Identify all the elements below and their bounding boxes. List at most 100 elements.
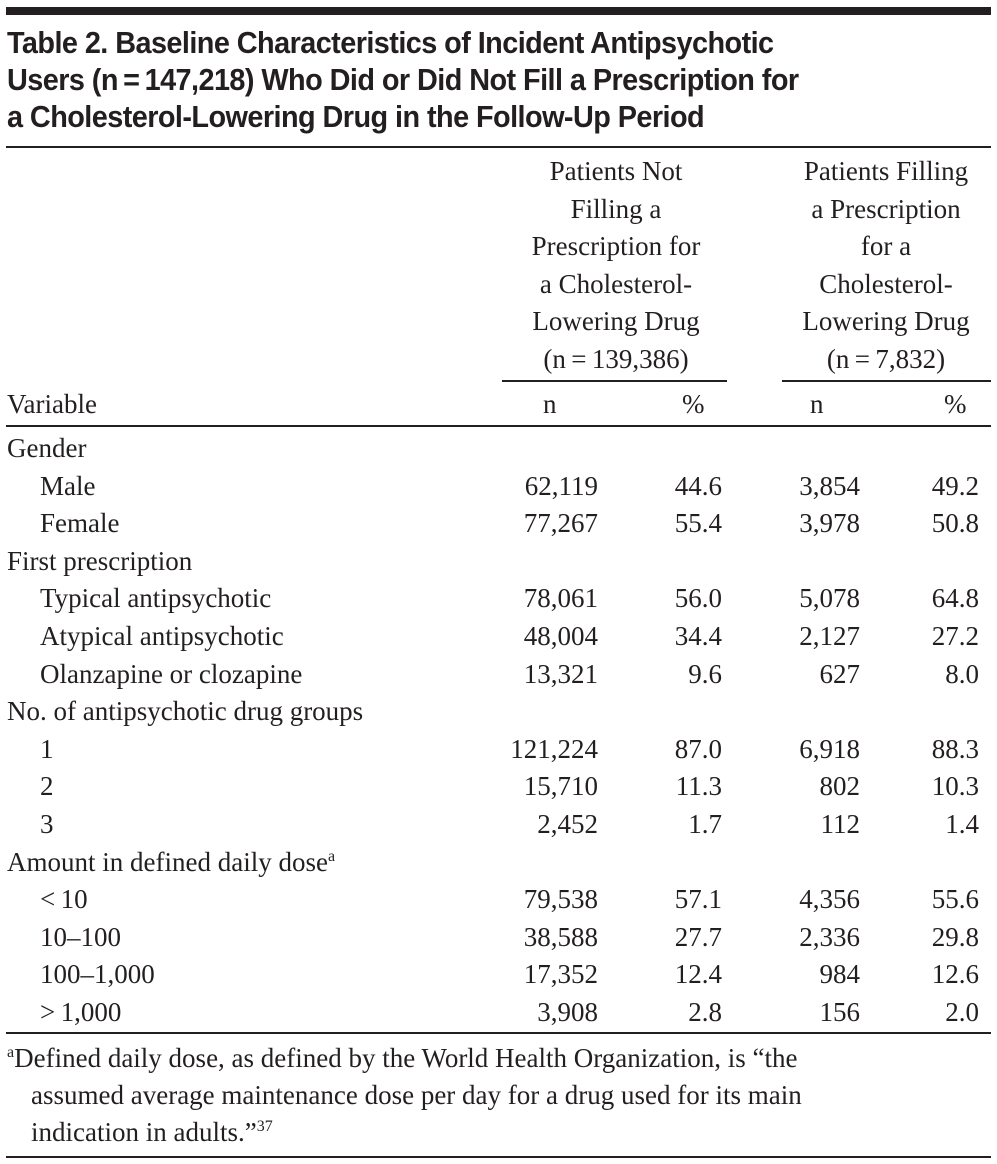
- table-row: Female 77,267 55.4 3,978 50.8: [0, 505, 997, 543]
- label-text: 2: [40, 771, 54, 802]
- title-line-1: Table 2. Baseline Characteristics of Inc…: [7, 25, 774, 60]
- cell-n-filling: 2,127: [799, 621, 860, 651]
- label-text: 1: [40, 733, 54, 764]
- label-text: No. of antipsychotic drug groups: [7, 696, 364, 727]
- cell-pct-not-filling: 1.7: [688, 809, 722, 839]
- footnote-reference: 37: [256, 1118, 273, 1135]
- spanner-rule-not-filling: [502, 380, 727, 382]
- cell-pct-not-filling: 2.8: [688, 997, 722, 1027]
- label-text: Amount in defined daily dose: [7, 846, 328, 877]
- header-line: Prescription for: [531, 231, 701, 261]
- label-text: First prescription: [7, 545, 193, 576]
- cell-n-not-filling: 17,352: [523, 959, 598, 990]
- cell-pct-filling: 29.8: [931, 921, 979, 952]
- header-line: a Cholesterol-: [539, 268, 693, 299]
- top-rule: [6, 7, 991, 15]
- row-label: 3: [40, 806, 54, 844]
- cell-n-filling: 156: [819, 997, 861, 1027]
- header-line: for a: [860, 231, 912, 261]
- table-group-row: Amount in defined daily dosea: [0, 844, 997, 882]
- label-text: Olanzapine or clozapine: [40, 658, 303, 689]
- cell-n-not-filling: 79,538: [523, 884, 598, 915]
- label-text: > 1,000: [40, 997, 122, 1027]
- subheader-n-filling: n: [810, 389, 824, 419]
- label-text: 100–1,000: [40, 959, 155, 990]
- cell-n-not-filling: 3,908: [537, 997, 598, 1027]
- table-row: Typical antipsychotic 78,061 56.0 5,078 64.8: [0, 580, 997, 618]
- row-label: Atypical antipsychotic: [40, 618, 284, 656]
- table-group-row: No. of antipsychotic drug groups: [0, 693, 997, 731]
- group-label: No. of antipsychotic drug groups: [7, 693, 363, 731]
- cell-n-filling: 112: [820, 809, 861, 839]
- variable-header: Variable: [7, 389, 97, 419]
- cell-pct-filling: 55.6: [931, 884, 979, 915]
- footnote-line-3: indication in adults.”: [31, 1117, 257, 1147]
- table-title: Table 2. Baseline Characteristics of Inc…: [7, 24, 923, 135]
- cell-pct-filling: 2.0: [945, 997, 979, 1027]
- cell-n-not-filling: 121,224: [510, 733, 598, 764]
- cell-n-filling: 984: [819, 959, 861, 990]
- subheader-n-not-filling: n: [543, 389, 557, 419]
- row-label: 1: [40, 731, 54, 769]
- cell-n-not-filling: 15,710: [523, 771, 598, 802]
- table-row: Atypical antipsychotic 48,004 34.4 2,127 27.…: [0, 618, 997, 656]
- table-row: 100–1,000 17,352 12.4 984 12.6: [0, 956, 997, 994]
- header-line: Lowering Drug: [802, 306, 970, 336]
- header-line: Patients Not: [549, 156, 683, 186]
- group-label: Amount in defined daily dosea: [7, 844, 335, 882]
- group-label: First prescription: [7, 543, 192, 581]
- footnote-marker: a: [327, 847, 336, 865]
- row-label: 100–1,000: [40, 956, 155, 994]
- table-group-row: First prescription: [0, 543, 997, 581]
- cell-pct-filling: 88.3: [931, 733, 979, 764]
- label-text: 3: [40, 809, 54, 839]
- cell-pct-filling: 49.2: [931, 470, 979, 501]
- group-label: Gender: [7, 430, 86, 468]
- cell-pct-not-filling: 56.0: [674, 583, 722, 614]
- column-group-header-filling: Patients Filling a Prescription for a Ch…: [778, 153, 994, 378]
- label-text: Male: [40, 470, 96, 501]
- cell-n-not-filling: 77,267: [523, 508, 598, 539]
- cell-pct-not-filling: 57.1: [674, 884, 722, 915]
- footnote-line-1: Defined daily dose, as defined by the Wo…: [14, 1043, 798, 1073]
- cell-pct-not-filling: 44.6: [674, 470, 722, 501]
- cell-pct-not-filling: 87.0: [674, 733, 722, 764]
- cell-pct-filling: 8.0: [945, 658, 979, 689]
- row-label: > 1,000: [40, 994, 121, 1032]
- cell-pct-filling: 12.6: [931, 959, 979, 990]
- label-text: 10–100: [40, 921, 121, 952]
- table-row: 1 121,224 87.0 6,918 88.3: [0, 731, 997, 769]
- cell-n-filling: 2,336: [799, 921, 860, 952]
- row-label: Female: [40, 505, 119, 543]
- table-bottom-rule: [6, 1032, 991, 1034]
- cell-pct-filling: 27.2: [931, 621, 979, 651]
- row-label: Typical antipsychotic: [40, 580, 271, 618]
- label-text: Female: [40, 508, 120, 539]
- cell-pct-not-filling: 55.4: [674, 508, 722, 539]
- header-line: a Prescription: [811, 193, 961, 224]
- cell-pct-not-filling: 27.7: [674, 921, 722, 952]
- cell-n-filling: 3,978: [799, 508, 860, 539]
- table-row: 10–100 38,588 27.7 2,336 29.8: [0, 919, 997, 957]
- footnote: aDefined daily dose, as defined by the W…: [7, 1040, 987, 1151]
- table-group-row: Gender: [0, 430, 997, 468]
- cell-pct-not-filling: 9.6: [688, 658, 722, 689]
- footnote-bottom-rule: [6, 1156, 991, 1158]
- table-row: Olanzapine or clozapine 13,321 9.6 627 8.0: [0, 656, 997, 694]
- column-group-header-not-filling: Patients Not Filling a Prescription for …: [500, 153, 732, 378]
- cell-n-filling: 4,356: [799, 884, 860, 915]
- cell-pct-filling: 64.8: [931, 583, 979, 614]
- cell-n-not-filling: 62,119: [524, 470, 598, 501]
- cell-n-not-filling: 38,588: [523, 921, 598, 952]
- header-bottom-rule: [6, 425, 991, 427]
- table-row: Male 62,119 44.6 3,854 49.2: [0, 468, 997, 506]
- header-line: (n = 139,386): [543, 343, 689, 374]
- row-label: 10–100: [40, 919, 121, 957]
- cell-pct-not-filling: 12.4: [674, 959, 722, 990]
- row-label: Male: [40, 468, 95, 506]
- cell-n-filling: 3,854: [799, 470, 860, 501]
- label-text: Gender: [7, 433, 87, 463]
- header-line: Cholesterol-: [819, 268, 953, 299]
- subheader-pct-not-filling: %: [682, 389, 705, 419]
- footnote-line-2: assumed average maintenance dose per day…: [31, 1080, 802, 1110]
